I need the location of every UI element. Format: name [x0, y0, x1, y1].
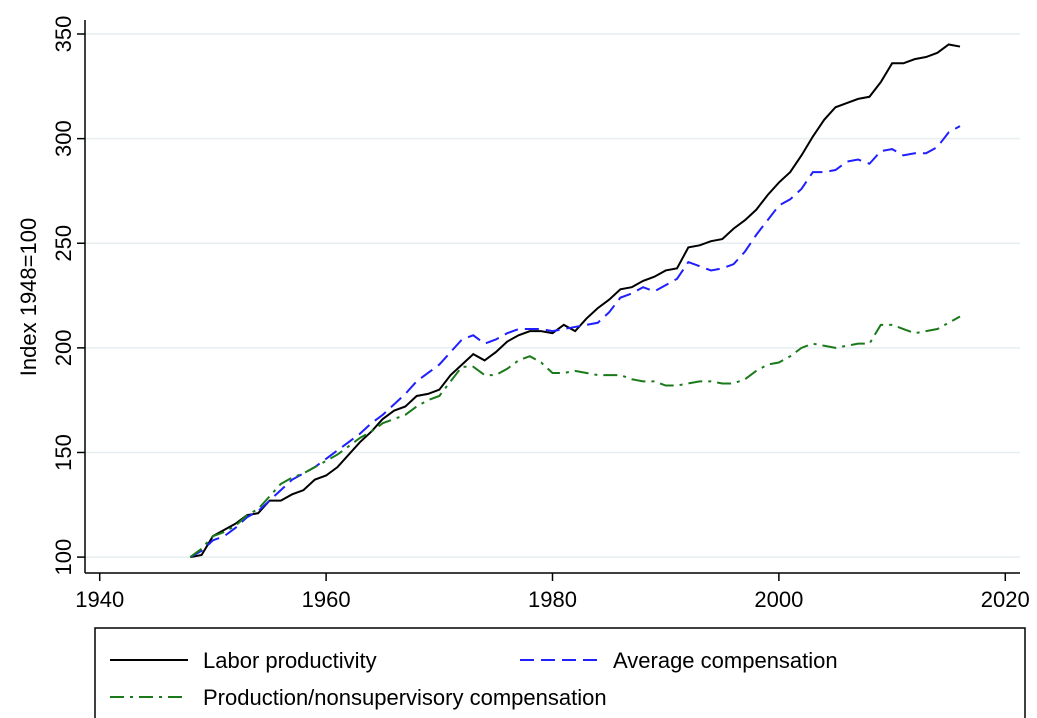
series-line — [189, 315, 961, 558]
y-axis-label: Index 1948=100 — [16, 218, 41, 376]
legend-label: Labor productivity — [203, 648, 377, 673]
x-tick-label: 1940 — [75, 587, 124, 612]
y-tick-label: 300 — [51, 120, 76, 157]
x-tick-label: 1980 — [528, 587, 577, 612]
y-tick-label: 200 — [51, 330, 76, 367]
y-tick-label: 250 — [51, 225, 76, 262]
x-tick-label: 2020 — [981, 587, 1030, 612]
legend-label: Average compensation — [613, 648, 838, 673]
y-tick-label: 100 — [51, 539, 76, 576]
y-tick-label: 150 — [51, 434, 76, 471]
series-line — [189, 125, 961, 558]
legend-box — [94, 627, 1026, 718]
series-line — [190, 43, 961, 559]
legend-label: Production/nonsupervisory compensation — [203, 685, 607, 710]
y-tick-label: 350 — [51, 16, 76, 53]
x-tick-label: 1960 — [302, 587, 351, 612]
x-tick-label: 2000 — [754, 587, 803, 612]
